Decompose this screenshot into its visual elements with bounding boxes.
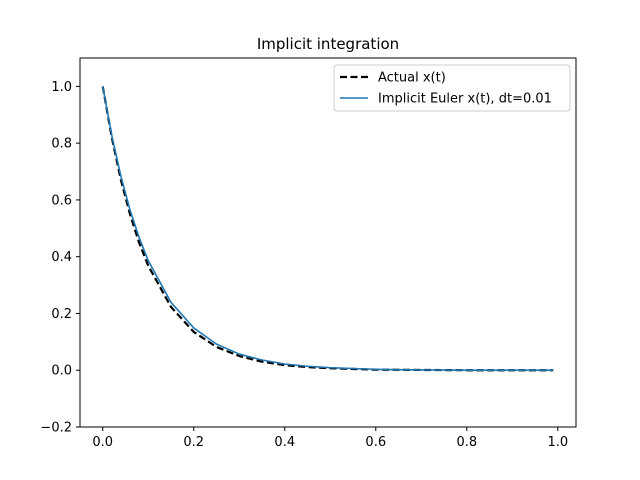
legend-label-2: Implicit Euler x(t), dt=0.01 — [378, 92, 552, 107]
y-tick-label: 0.6 — [51, 193, 72, 208]
series-line-1 — [101, 86, 554, 372]
y-tick-label: −0.2 — [40, 421, 72, 436]
legend-label-1: Actual x(t) — [378, 71, 446, 86]
series-line-2 — [101, 86, 554, 372]
x-tick-label: 0.4 — [274, 435, 295, 450]
x-tick-label: 0.2 — [183, 435, 204, 450]
y-tick-label: 0.8 — [51, 137, 72, 152]
y-tick-label: 0.2 — [51, 307, 72, 322]
y-axis-ticks: −0.2 0.0 0.2 0.4 0.6 0.8 1.0 — [40, 80, 80, 436]
plot-frame — [79, 57, 577, 428]
axes-frame — [79, 57, 577, 428]
x-tick-label: 0.6 — [365, 435, 386, 450]
x-axis-ticks: 0.0 0.2 0.4 0.6 0.8 1.0 — [92, 427, 568, 450]
chart-title: Implicit integration — [257, 35, 399, 53]
x-tick-label: 0.0 — [92, 435, 113, 450]
plot-area — [101, 86, 554, 372]
legend: Actual x(t) Implicit Euler x(t), dt=0.01 — [333, 64, 571, 112]
x-tick-label: 0.8 — [456, 435, 477, 450]
y-tick-label: 0.0 — [51, 364, 72, 379]
legend-box — [333, 64, 571, 112]
y-tick-label: 1.0 — [51, 80, 72, 95]
x-tick-label: 1.0 — [547, 435, 568, 450]
y-tick-label: 0.4 — [51, 250, 72, 265]
